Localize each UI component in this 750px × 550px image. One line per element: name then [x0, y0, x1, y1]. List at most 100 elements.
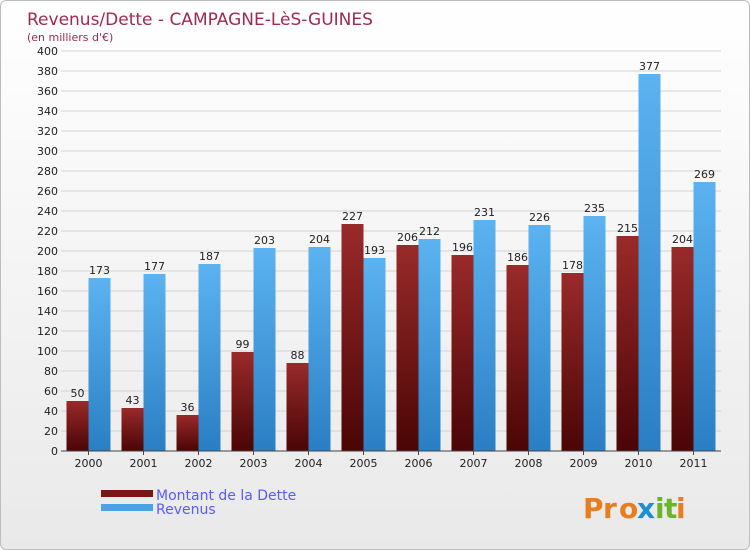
bar-revenus [88, 278, 111, 451]
logo-letter: i [676, 492, 686, 525]
gridlines [61, 50, 721, 452]
x-axis-ticks: 2000 2001 2002 2003 2004 2005 2006 2007 2008 2009… [75, 451, 708, 470]
bar-dette [451, 255, 474, 451]
legend: Montant de la Dette Revenus [101, 488, 296, 518]
bar-dette [121, 408, 144, 451]
y-tick-label: 320 [37, 125, 58, 138]
y-tick-label: 360 [37, 85, 58, 98]
data-label: 206 [397, 231, 418, 244]
bar-revenus [693, 182, 716, 451]
x-tick-label: 2000 [75, 457, 103, 470]
data-label: 212 [419, 225, 440, 238]
data-labels: 50 173 43 177 36 187 99 203 88 204 227 193 206 212 196… [71, 60, 716, 414]
y-tick-label: 160 [37, 285, 58, 298]
bar-dette [616, 236, 639, 451]
bar-dette [341, 224, 364, 451]
bar-revenus [473, 220, 496, 451]
y-tick-label: 280 [37, 165, 58, 178]
x-tick-label: 2011 [680, 457, 708, 470]
x-tick-label: 2004 [295, 457, 323, 470]
data-label: 88 [291, 349, 305, 362]
bar-revenus [143, 274, 166, 451]
y-tick-label: 300 [37, 145, 58, 158]
x-tick-label: 2010 [625, 457, 653, 470]
bar-revenus [253, 248, 276, 451]
bar-dette [561, 273, 584, 451]
logo-letter: t [664, 492, 677, 525]
bar-revenus [308, 247, 331, 451]
legend-swatch-dette [101, 490, 153, 497]
logo-letter: P [583, 492, 604, 525]
logo-letter: r [603, 492, 617, 525]
data-label: 99 [236, 338, 250, 351]
bar-revenus [363, 258, 386, 451]
data-label: 377 [639, 60, 660, 73]
data-label: 227 [342, 210, 363, 223]
data-label: 215 [617, 222, 638, 235]
y-tick-label: 240 [37, 205, 58, 218]
data-label: 204 [672, 233, 693, 246]
bar-revenus [583, 216, 606, 451]
y-axis-ticks: 0 20 40 60 80 100 120 140 160 180 200 220 240 260 280 3… [37, 45, 58, 458]
logo-letter: x [637, 492, 655, 525]
x-tick-label: 2009 [570, 457, 598, 470]
bar-dette [396, 245, 419, 451]
legend-swatch-revenus [101, 504, 153, 511]
chart-subtitle: (en milliers d'€) [27, 31, 113, 44]
bar-dette [506, 265, 529, 451]
data-label: 235 [584, 202, 605, 215]
bars [66, 74, 716, 451]
bar-dette [671, 247, 694, 451]
x-tick-label: 2005 [350, 457, 378, 470]
bar-dette [286, 363, 309, 451]
bar-revenus [418, 239, 441, 451]
logo-letter: o [619, 492, 638, 525]
y-tick-label: 200 [37, 245, 58, 258]
y-tick-label: 100 [37, 345, 58, 358]
x-tick-label: 2001 [130, 457, 158, 470]
data-label: 36 [181, 401, 195, 414]
y-tick-label: 140 [37, 305, 58, 318]
data-label: 193 [364, 244, 385, 257]
y-tick-label: 180 [37, 265, 58, 278]
bar-revenus [528, 225, 551, 451]
y-tick-label: 0 [51, 445, 58, 458]
data-label: 269 [694, 168, 715, 181]
y-tick-label: 340 [37, 105, 58, 118]
y-tick-label: 20 [44, 425, 58, 438]
x-tick-label: 2003 [240, 457, 268, 470]
x-tick-label: 2008 [515, 457, 543, 470]
data-label: 50 [71, 387, 85, 400]
chart-title: Revenus/Dette - CAMPAGNE-LèS-GUINES [27, 10, 373, 30]
data-label: 178 [562, 259, 583, 272]
y-tick-label: 400 [37, 45, 58, 58]
data-label: 187 [199, 250, 220, 263]
data-label: 203 [254, 234, 275, 247]
bar-dette [66, 401, 89, 451]
y-tick-label: 380 [37, 65, 58, 78]
legend-label-dette: Montant de la Dette [156, 488, 296, 504]
x-tick-label: 2006 [405, 457, 433, 470]
data-label: 204 [309, 233, 330, 246]
bar-dette [231, 352, 254, 451]
logo-letter: i [655, 492, 665, 525]
y-tick-label: 220 [37, 225, 58, 238]
bar-revenus [638, 74, 661, 451]
legend-label-revenus: Revenus [156, 502, 216, 518]
y-tick-label: 260 [37, 185, 58, 198]
data-label: 231 [474, 206, 495, 219]
x-tick-label: 2007 [460, 457, 488, 470]
data-label: 196 [452, 241, 473, 254]
y-tick-label: 60 [44, 385, 58, 398]
bar-dette [176, 415, 199, 451]
y-tick-label: 120 [37, 325, 58, 338]
data-label: 173 [89, 264, 110, 277]
data-label: 186 [507, 251, 528, 264]
data-label: 177 [144, 260, 165, 273]
data-label: 226 [529, 211, 550, 224]
y-tick-label: 40 [44, 405, 58, 418]
bar-revenus [198, 264, 221, 451]
